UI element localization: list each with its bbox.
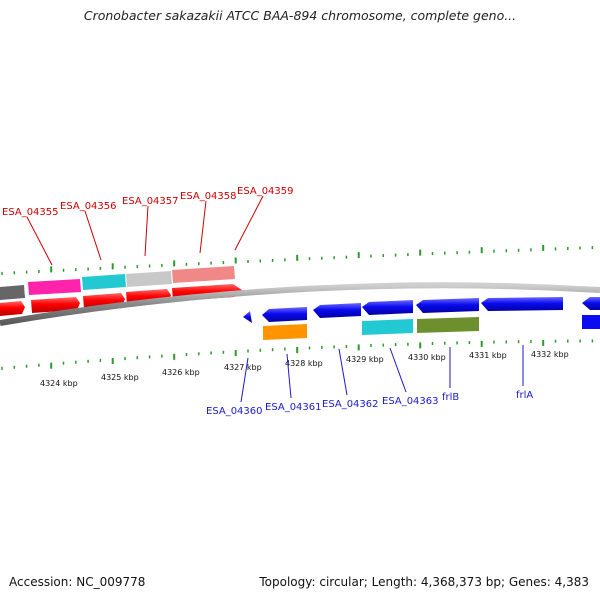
gene-label-esa-04355[interactable]: ESA_04355 xyxy=(2,207,59,218)
gene-arrow xyxy=(313,303,361,318)
map-title: Cronobacter sakazakii ATCC BAA-894 chrom… xyxy=(83,8,517,23)
leader-line xyxy=(26,216,53,266)
cog-segment xyxy=(263,324,307,340)
gene-arrow xyxy=(0,301,25,316)
scale-axis: 4324 kbp 4325 kbp 4326 kbp 4327 kbp 4328… xyxy=(40,350,569,388)
cog-segment xyxy=(582,315,600,329)
scale-label: 4327 kbp xyxy=(224,363,262,372)
chromosome-backbone xyxy=(0,282,600,326)
gene-arrow xyxy=(31,297,80,313)
bottom-gene-labels: ESA_04360 ESA_04361 ESA_04362 ESA_04363 … xyxy=(206,345,533,417)
reverse-strand-genes xyxy=(243,297,600,323)
scale-label: 4328 kbp xyxy=(285,359,323,368)
gene-label-esa-04357[interactable]: ESA_04357 xyxy=(122,196,179,207)
leader-line xyxy=(338,348,348,396)
topology-text: Topology: circular; Length: 4,368,373 bp… xyxy=(259,575,589,589)
gene-arrow xyxy=(582,297,600,310)
gene-label-esa-04359[interactable]: ESA_04359 xyxy=(237,186,294,197)
gene-label-esa-04363[interactable]: ESA_04363 xyxy=(382,396,439,407)
gene-arrow xyxy=(416,298,479,313)
gc-content-track-top xyxy=(1,244,594,275)
gene-label-frla[interactable]: frlA xyxy=(516,390,533,401)
scale-label: 4329 kbp xyxy=(346,355,384,364)
gene-label-esa-04362[interactable]: ESA_04362 xyxy=(322,399,379,410)
cog-segment xyxy=(417,317,479,333)
gene-label-esa-04356[interactable]: ESA_04356 xyxy=(60,201,117,212)
cog-track-top xyxy=(0,266,235,300)
leader-line xyxy=(389,347,407,393)
cog-segment xyxy=(82,274,126,290)
accession-text: Accession: NC_009778 xyxy=(9,575,146,589)
leader-line xyxy=(240,357,249,403)
leader-line xyxy=(84,210,102,261)
cog-segment xyxy=(126,271,172,287)
cog-track-bottom xyxy=(263,315,600,340)
gene-label-esa-04361[interactable]: ESA_04361 xyxy=(265,402,322,413)
scale-label: 4332 kbp xyxy=(531,350,569,359)
scale-label: 4330 kbp xyxy=(408,353,446,362)
cog-segment xyxy=(362,319,413,335)
top-gene-labels: ESA_04355 ESA_04356 ESA_04357 ESA_04358 … xyxy=(2,186,294,266)
scale-label: 4325 kbp xyxy=(101,373,139,382)
gene-arrow xyxy=(262,307,307,322)
gene-label-esa-04358[interactable]: ESA_04358 xyxy=(180,191,237,202)
scale-label: 4324 kbp xyxy=(40,379,78,388)
cog-segment xyxy=(0,285,25,300)
gc-content-track-bottom xyxy=(1,339,594,370)
scale-label: 4326 kbp xyxy=(162,368,200,377)
scale-label: 4331 kbp xyxy=(469,351,507,360)
leader-line xyxy=(199,200,207,254)
leader-line xyxy=(286,353,292,399)
gene-label-esa-04360[interactable]: ESA_04360 xyxy=(206,406,263,417)
cog-segment xyxy=(28,279,81,295)
gene-arrow xyxy=(243,311,252,323)
leader-line xyxy=(234,195,264,251)
gene-arrow xyxy=(362,300,413,315)
gene-label-frlb[interactable]: frlB xyxy=(442,392,459,403)
gene-arrow xyxy=(481,297,563,311)
cog-segment xyxy=(172,266,235,283)
leader-line xyxy=(144,205,149,257)
